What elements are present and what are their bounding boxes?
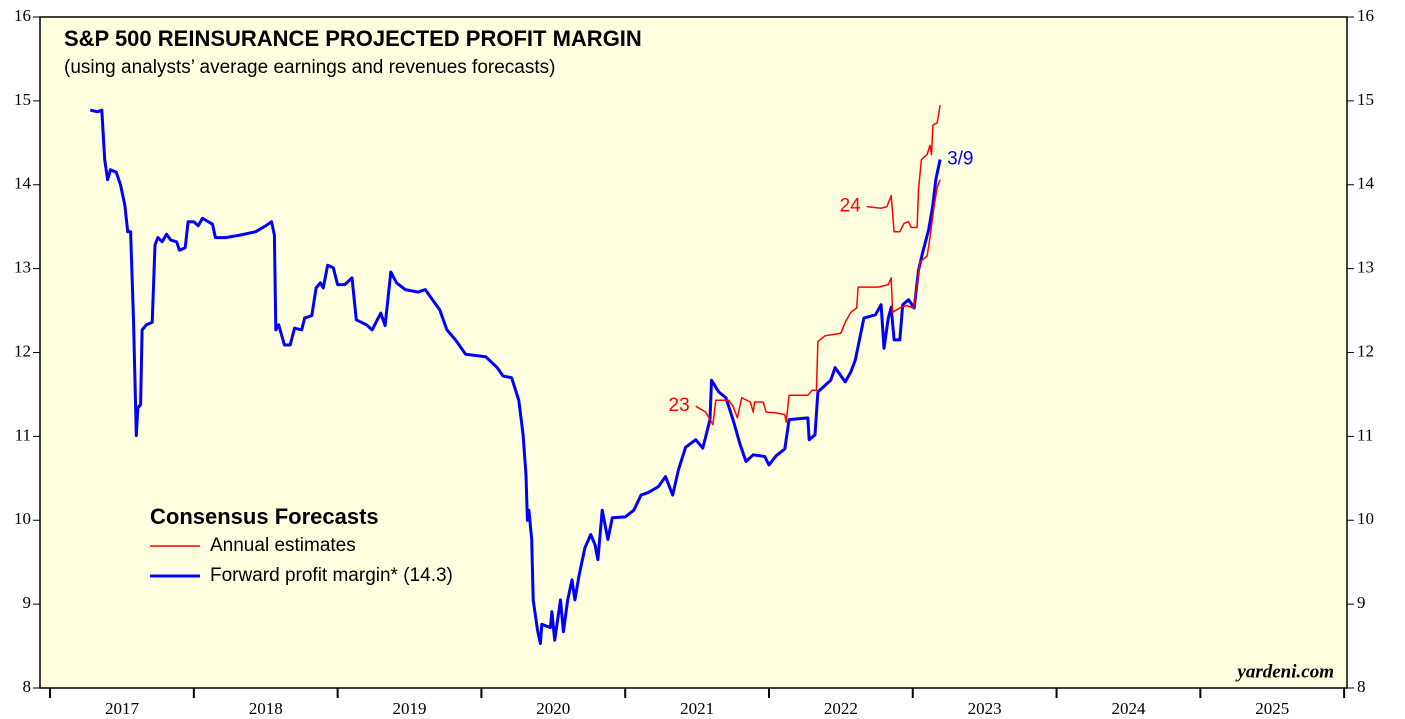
x-tick-label: 2021: [680, 699, 714, 718]
y-tick-label: 12: [14, 341, 31, 360]
y-tick-label: 10: [14, 509, 31, 528]
y-tick-label: 9: [23, 593, 32, 612]
y-tick-label: 14: [14, 174, 32, 193]
y2-tick-label: 13: [1357, 258, 1374, 277]
legend-title: Consensus Forecasts: [150, 504, 379, 529]
series-line: [866, 104, 941, 233]
y2-tick-label: 15: [1357, 90, 1374, 109]
x-tick-label: 2018: [249, 699, 283, 718]
y2-tick-label: 14: [1357, 174, 1375, 193]
y-tick-label: 16: [14, 6, 31, 25]
plot-area: [39, 16, 1348, 689]
y2-tick-label: 16: [1357, 6, 1374, 25]
series-label: 23: [669, 395, 690, 416]
x-tick-label: 2023: [968, 699, 1002, 718]
series-line: [695, 179, 941, 426]
y-tick-label: 13: [14, 258, 31, 277]
y-tick-label: 11: [15, 425, 31, 444]
x-tick-label: 2024: [1111, 699, 1146, 718]
x-tick-label: 2020: [536, 699, 570, 718]
source: yardeni.com: [1235, 661, 1334, 682]
y2-tick-label: 12: [1357, 341, 1374, 360]
x-tick-label: 2017: [105, 699, 140, 718]
x-tick-label: 2019: [393, 699, 427, 718]
chart-title: S&P 500 REINSURANCE PROJECTED PROFIT MAR…: [64, 26, 642, 51]
series-label: 24: [840, 196, 862, 217]
y2-tick-label: 9: [1357, 593, 1366, 612]
x-tick-label: 2025: [1255, 699, 1289, 718]
y2-tick-label: 11: [1357, 425, 1373, 444]
y-tick-label: 8: [23, 677, 32, 696]
y-tick-label: 15: [14, 90, 31, 109]
x-tick-label: 2022: [824, 699, 858, 718]
y2-tick-label: 8: [1357, 677, 1366, 696]
end-label: 3/9: [947, 149, 973, 170]
legend-label: Annual estimates: [210, 535, 356, 556]
series-line: [89, 108, 942, 645]
y2-tick-label: 10: [1357, 509, 1374, 528]
legend-label: Forward profit margin* (14.3): [210, 565, 453, 586]
chart-subtitle: (using analysts’ average earnings and re…: [64, 57, 555, 78]
